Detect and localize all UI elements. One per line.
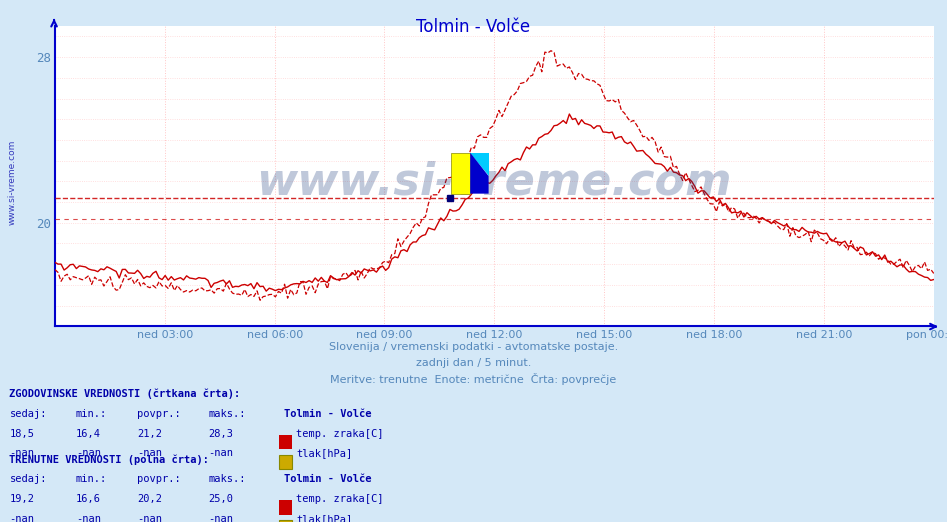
Text: -nan: -nan	[9, 448, 34, 458]
Text: Slovenija / vremenski podatki - avtomatske postaje.: Slovenija / vremenski podatki - avtomats…	[329, 342, 618, 352]
Text: 16,6: 16,6	[76, 494, 100, 504]
Text: povpr.:: povpr.:	[137, 409, 181, 419]
Text: -nan: -nan	[76, 448, 100, 458]
Text: -nan: -nan	[208, 514, 233, 522]
Text: -nan: -nan	[137, 514, 162, 522]
Text: 28,3: 28,3	[208, 429, 233, 438]
Text: maks.:: maks.:	[208, 474, 246, 484]
Text: maks.:: maks.:	[208, 409, 246, 419]
Text: temp. zraka[C]: temp. zraka[C]	[296, 494, 384, 504]
Text: 21,2: 21,2	[137, 429, 162, 438]
Polygon shape	[471, 152, 489, 176]
Text: tlak[hPa]: tlak[hPa]	[296, 448, 352, 458]
Bar	[451, 152, 471, 194]
Text: min.:: min.:	[76, 409, 107, 419]
Text: 16,4: 16,4	[76, 429, 100, 438]
Text: 19,2: 19,2	[9, 494, 34, 504]
Text: TRENUTNE VREDNOSTI (polna črta):: TRENUTNE VREDNOSTI (polna črta):	[9, 454, 209, 465]
Text: www.si-vreme.com: www.si-vreme.com	[257, 161, 732, 204]
Text: Meritve: trenutne  Enote: metrične  Črta: povprečje: Meritve: trenutne Enote: metrične Črta: …	[331, 373, 616, 385]
Text: 20,2: 20,2	[137, 494, 162, 504]
Text: 25,0: 25,0	[208, 494, 233, 504]
Text: sedaj:: sedaj:	[9, 474, 47, 484]
Text: zadnji dan / 5 minut.: zadnji dan / 5 minut.	[416, 358, 531, 367]
Text: -nan: -nan	[9, 514, 34, 522]
Text: ZGODOVINSKE VREDNOSTI (črtkana črta):: ZGODOVINSKE VREDNOSTI (črtkana črta):	[9, 389, 241, 399]
Text: 18,5: 18,5	[9, 429, 34, 438]
Text: min.:: min.:	[76, 474, 107, 484]
Text: Tolmin - Volče: Tolmin - Volče	[284, 409, 371, 419]
Polygon shape	[471, 152, 489, 194]
Text: -nan: -nan	[137, 448, 162, 458]
Text: povpr.:: povpr.:	[137, 474, 181, 484]
Text: -nan: -nan	[208, 448, 233, 458]
Text: Tolmin - Volče: Tolmin - Volče	[417, 18, 530, 36]
Text: sedaj:: sedaj:	[9, 409, 47, 419]
Text: Tolmin - Volče: Tolmin - Volče	[284, 474, 371, 484]
Text: temp. zraka[C]: temp. zraka[C]	[296, 429, 384, 438]
Text: www.si-vreme.com: www.si-vreme.com	[8, 140, 17, 226]
Text: tlak[hPa]: tlak[hPa]	[296, 514, 352, 522]
Text: -nan: -nan	[76, 514, 100, 522]
